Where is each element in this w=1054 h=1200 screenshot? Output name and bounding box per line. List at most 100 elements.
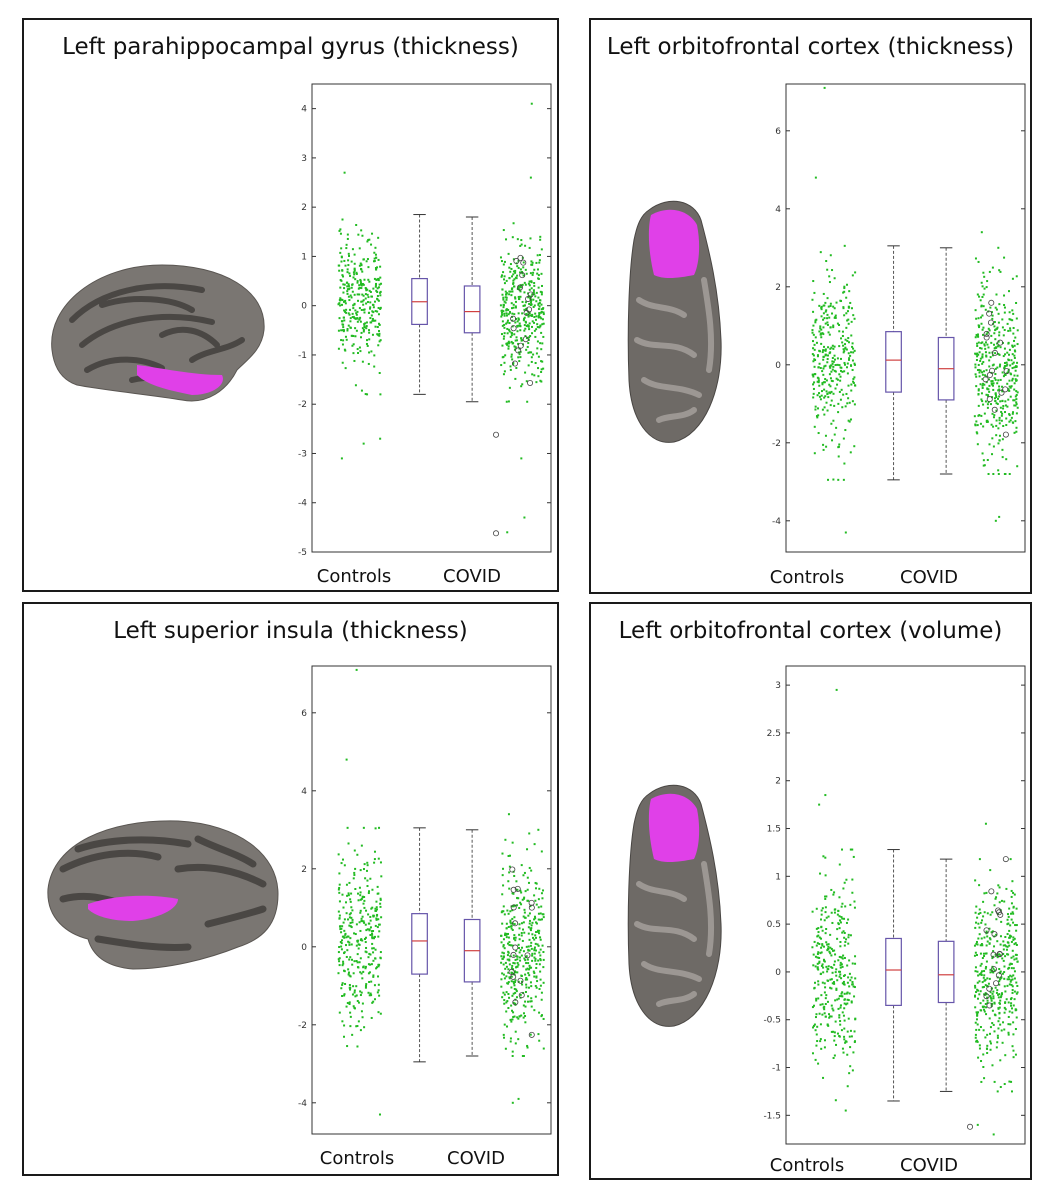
data-point [974, 1033, 977, 1036]
data-point [974, 309, 977, 312]
data-point [351, 993, 354, 996]
data-point [338, 298, 341, 301]
data-point [1015, 943, 1018, 946]
data-point [511, 342, 514, 345]
data-point [845, 326, 848, 329]
data-point [513, 987, 516, 990]
data-point [535, 931, 538, 934]
data-point [852, 347, 855, 350]
data-point [845, 921, 848, 924]
data-point [849, 1029, 852, 1032]
data-point [993, 343, 996, 346]
data-point [828, 1016, 831, 1019]
data-point [846, 372, 849, 375]
data-point [1008, 348, 1011, 351]
data-point [346, 1045, 349, 1048]
data-point [539, 325, 542, 328]
data-point [847, 322, 850, 325]
data-point [849, 354, 852, 357]
data-point [366, 293, 369, 296]
data-point [530, 356, 533, 359]
data-point [843, 881, 846, 884]
data-point [347, 324, 350, 327]
data-point [1013, 404, 1016, 407]
data-point [815, 997, 818, 1000]
data-point [979, 316, 982, 319]
data-point [830, 1004, 833, 1007]
data-point [501, 951, 504, 954]
data-point [504, 967, 507, 970]
data-point [1011, 1045, 1014, 1048]
data-point [517, 980, 520, 983]
data-point [502, 298, 505, 301]
data-point [524, 327, 527, 330]
data-point [1015, 401, 1018, 404]
data-point [508, 854, 511, 857]
data-point [364, 984, 367, 987]
data-point [824, 434, 827, 437]
data-point [367, 266, 370, 269]
data-point [841, 330, 844, 333]
data-point [1010, 1002, 1013, 1005]
data-point [979, 952, 982, 955]
data-point [360, 300, 363, 303]
data-point [510, 922, 513, 925]
data-point [840, 1029, 843, 1032]
data-point [345, 1005, 348, 1008]
data-point [338, 1011, 341, 1014]
data-point [365, 327, 368, 330]
data-point [511, 1055, 514, 1057]
data-point [842, 954, 845, 957]
data-point [503, 335, 506, 338]
data-point [342, 960, 345, 963]
data-point [1010, 373, 1013, 376]
data-point [366, 339, 369, 342]
data-point [342, 291, 345, 294]
data-point [975, 431, 978, 434]
data-point [517, 1097, 520, 1100]
data-point [837, 445, 840, 448]
data-point [352, 315, 355, 318]
data-point [850, 1001, 853, 1004]
data-point [984, 984, 987, 987]
box [411, 913, 428, 975]
data-point [376, 278, 379, 281]
data-point [343, 171, 346, 174]
data-point [983, 936, 986, 939]
data-point [338, 269, 341, 272]
data-point [360, 1010, 363, 1013]
chart-title: Left superior insula (thickness) [113, 618, 468, 644]
data-point [355, 313, 358, 316]
data-point [821, 981, 824, 984]
data-point [527, 296, 530, 299]
data-point [978, 858, 981, 861]
data-point [536, 980, 539, 983]
data-point [527, 339, 530, 342]
data-point [372, 947, 375, 950]
data-point [1010, 1080, 1013, 1083]
data-point [998, 331, 1001, 334]
data-point [505, 936, 508, 939]
data-point [526, 978, 529, 981]
data-point [530, 303, 533, 306]
data-point [1005, 998, 1008, 1001]
data-point [517, 297, 520, 300]
data-point [817, 379, 820, 382]
data-point [503, 993, 506, 996]
data-point [507, 912, 510, 915]
data-point [842, 1014, 845, 1017]
data-point [997, 352, 1000, 355]
data-point [370, 314, 373, 317]
data-point [518, 322, 521, 325]
data-point [375, 918, 378, 921]
data-point [849, 934, 852, 937]
data-point [998, 365, 1001, 368]
data-point [844, 343, 847, 346]
data-point [995, 961, 998, 964]
data-point [373, 937, 376, 940]
data-point [982, 900, 985, 903]
data-point [529, 981, 532, 984]
data-point [371, 1001, 374, 1004]
data-point [525, 272, 528, 275]
data-point [1011, 367, 1014, 370]
